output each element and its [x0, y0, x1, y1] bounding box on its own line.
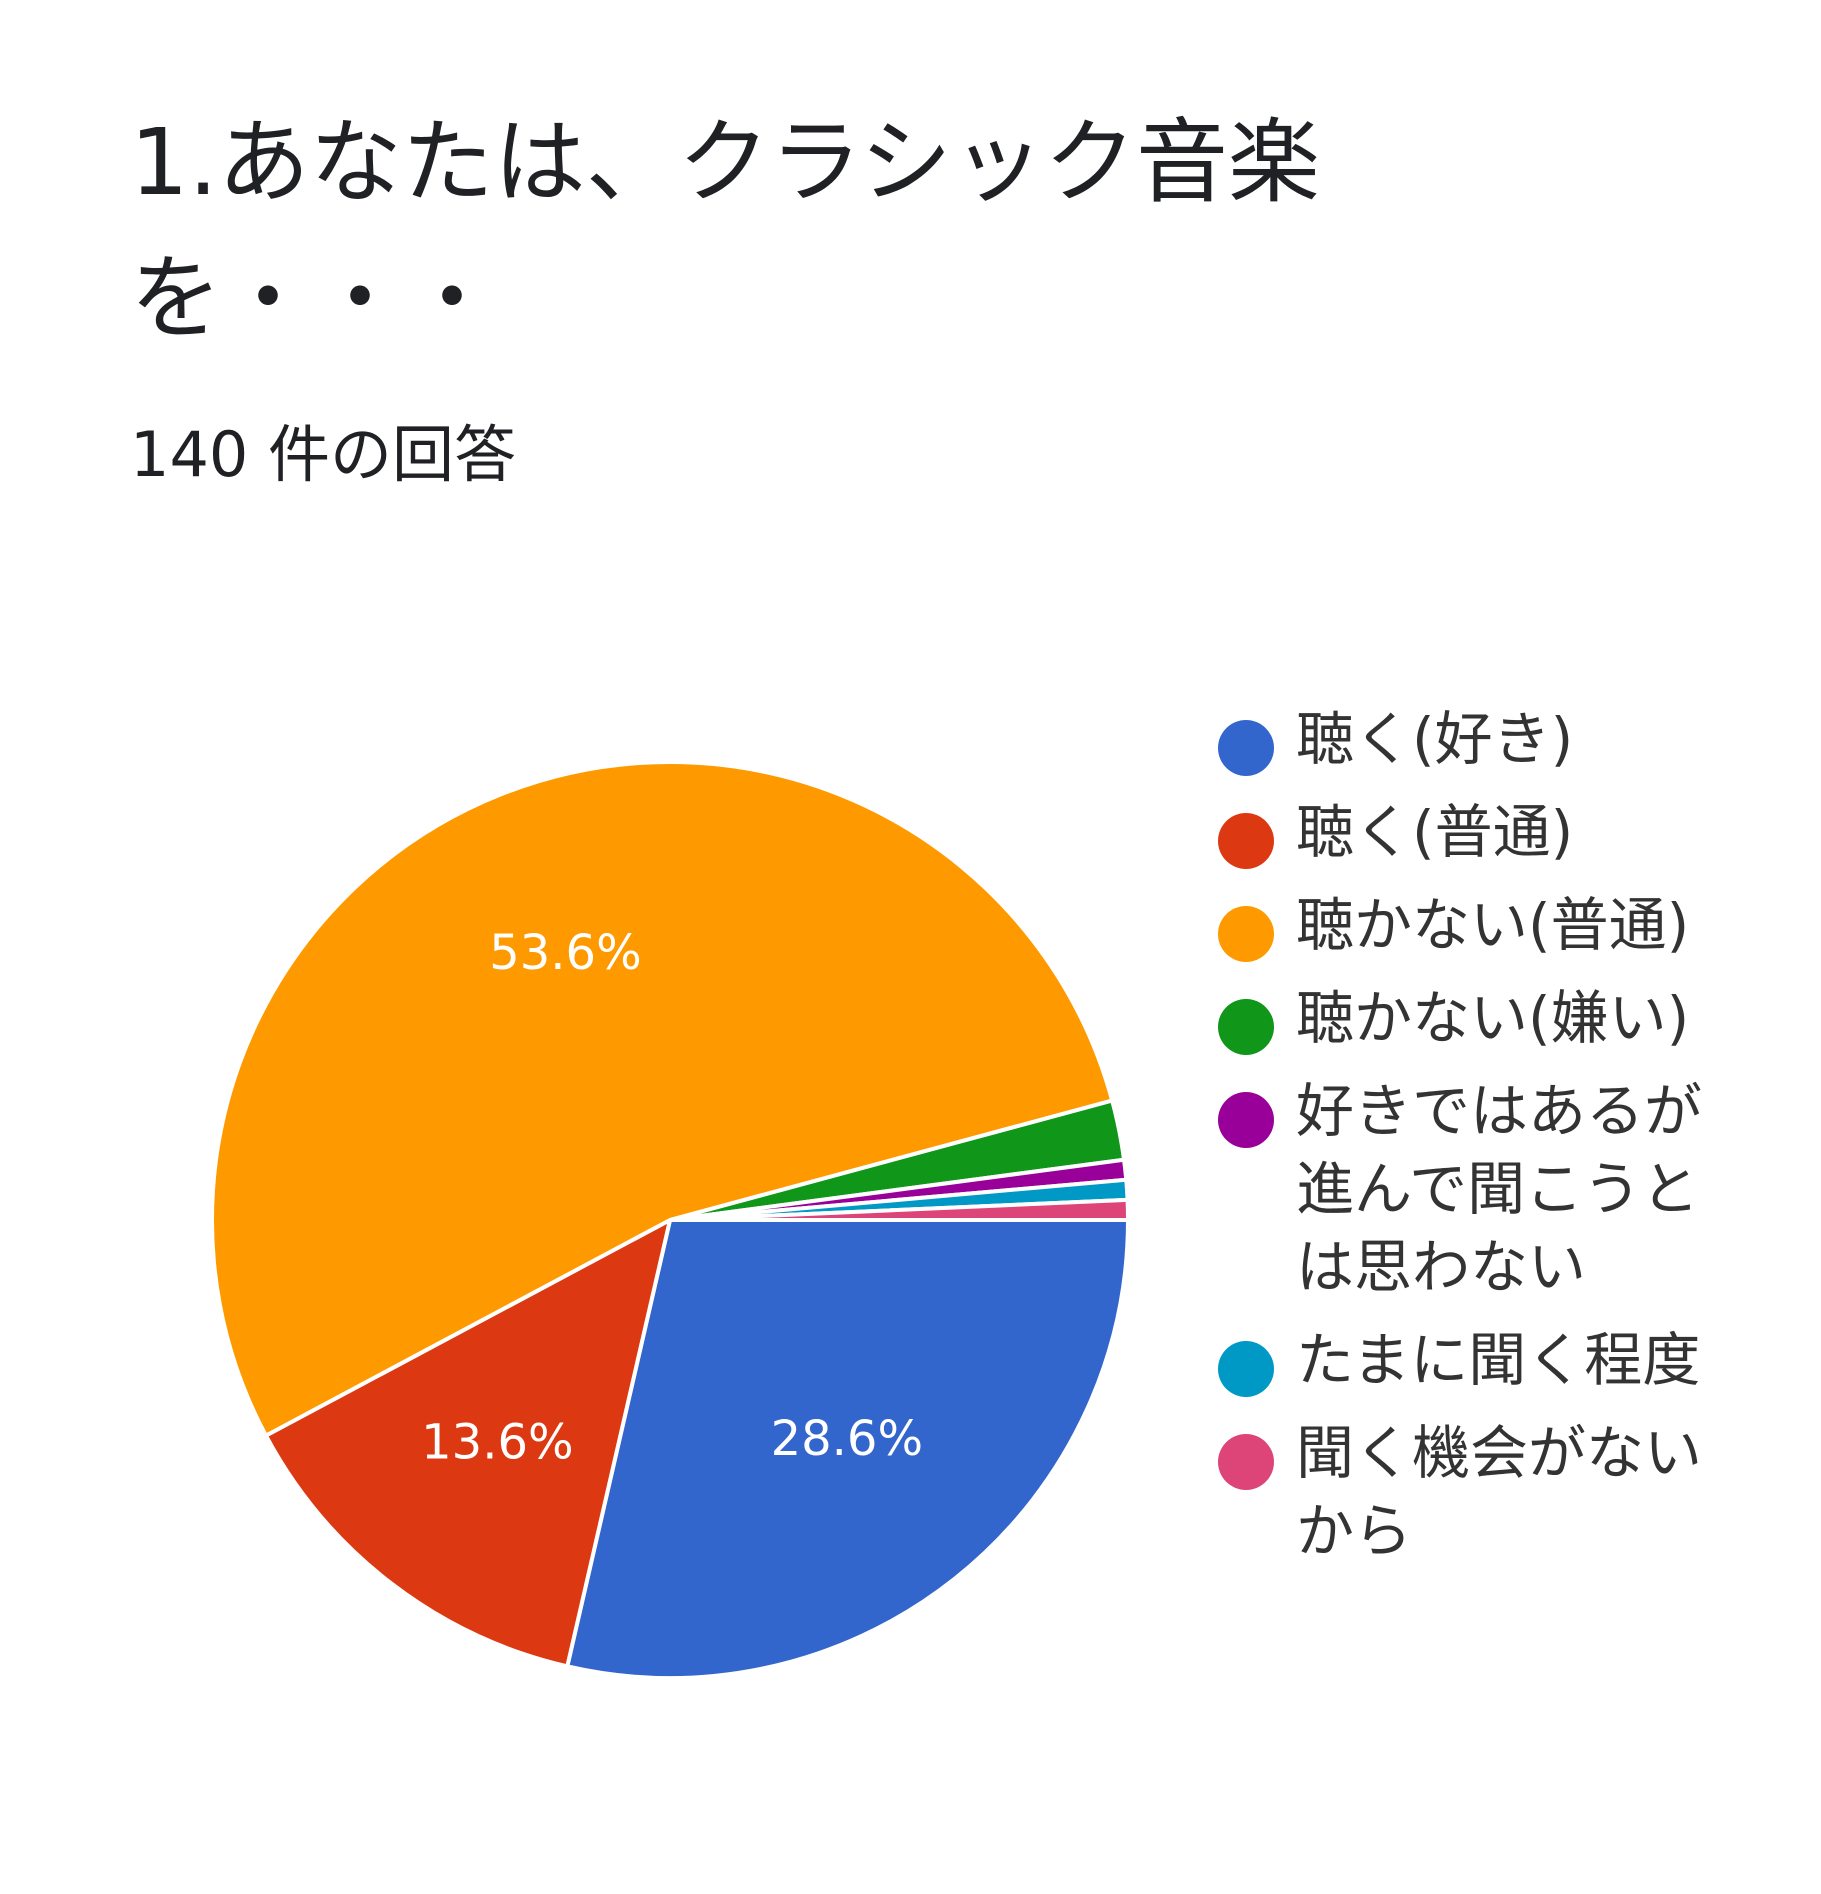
- slice-label-1: 28.6%: [771, 1411, 923, 1467]
- legend-label: 好きではあるが進んで聞こうとは思わない: [1296, 1077, 1703, 1301]
- pie-slice-2[interactable]: [263, 1216, 673, 1669]
- chart-legend: 聴く(好き) 聴く(普通) 聴かない(普通) 聴かない(嫌い) 好きではあるが進んで聞こ…: [1218, 700, 1758, 1585]
- legend-dot-icon: [1218, 1092, 1274, 1148]
- pie-slice-7[interactable]: [669, 1197, 1131, 1222]
- legend-label: 聴く(好き): [1296, 705, 1574, 773]
- legend-dot-icon: [1218, 1341, 1274, 1397]
- legend-label: 聞く機会がないから: [1296, 1419, 1703, 1565]
- legend-item-5[interactable]: 好きではあるが進んで聞こうとは思わない: [1218, 1072, 1758, 1306]
- chart-title: 1.あなたは、クラシック音楽を・・・: [130, 109, 1320, 352]
- response-count: 140 件の回答: [130, 418, 517, 491]
- legend-label: たまに聞く程度: [1296, 1326, 1701, 1394]
- slice-label-3: 53.6%: [489, 925, 641, 981]
- legend-label: 聴かない(普通): [1296, 891, 1690, 959]
- legend-item-2[interactable]: 聴く(普通): [1218, 793, 1758, 871]
- pie-slice-3[interactable]: [210, 760, 1115, 1439]
- legend-item-6[interactable]: たまに聞く程度: [1218, 1321, 1758, 1399]
- legend-item-1[interactable]: 聴く(好き): [1218, 700, 1758, 778]
- legend-item-3[interactable]: 聴かない(普通): [1218, 886, 1758, 964]
- slice-label-2: 13.6%: [421, 1414, 573, 1470]
- legend-item-7[interactable]: 聞く機会がないから: [1218, 1414, 1758, 1570]
- legend-dot-icon: [1218, 720, 1274, 776]
- pie-chart: 28.6% 13.6% 53.6%: [210, 760, 1131, 1680]
- legend-label: 聴く(普通): [1296, 798, 1574, 866]
- legend-dot-icon: [1218, 1434, 1274, 1490]
- pie-slice-1[interactable]: [564, 1218, 1131, 1680]
- legend-dot-icon: [1218, 813, 1274, 869]
- legend-item-4[interactable]: 聴かない(嫌い): [1218, 979, 1758, 1057]
- legend-dot-icon: [1218, 999, 1274, 1055]
- legend-dot-icon: [1218, 906, 1274, 962]
- legend-label: 聴かない(嫌い): [1296, 984, 1690, 1052]
